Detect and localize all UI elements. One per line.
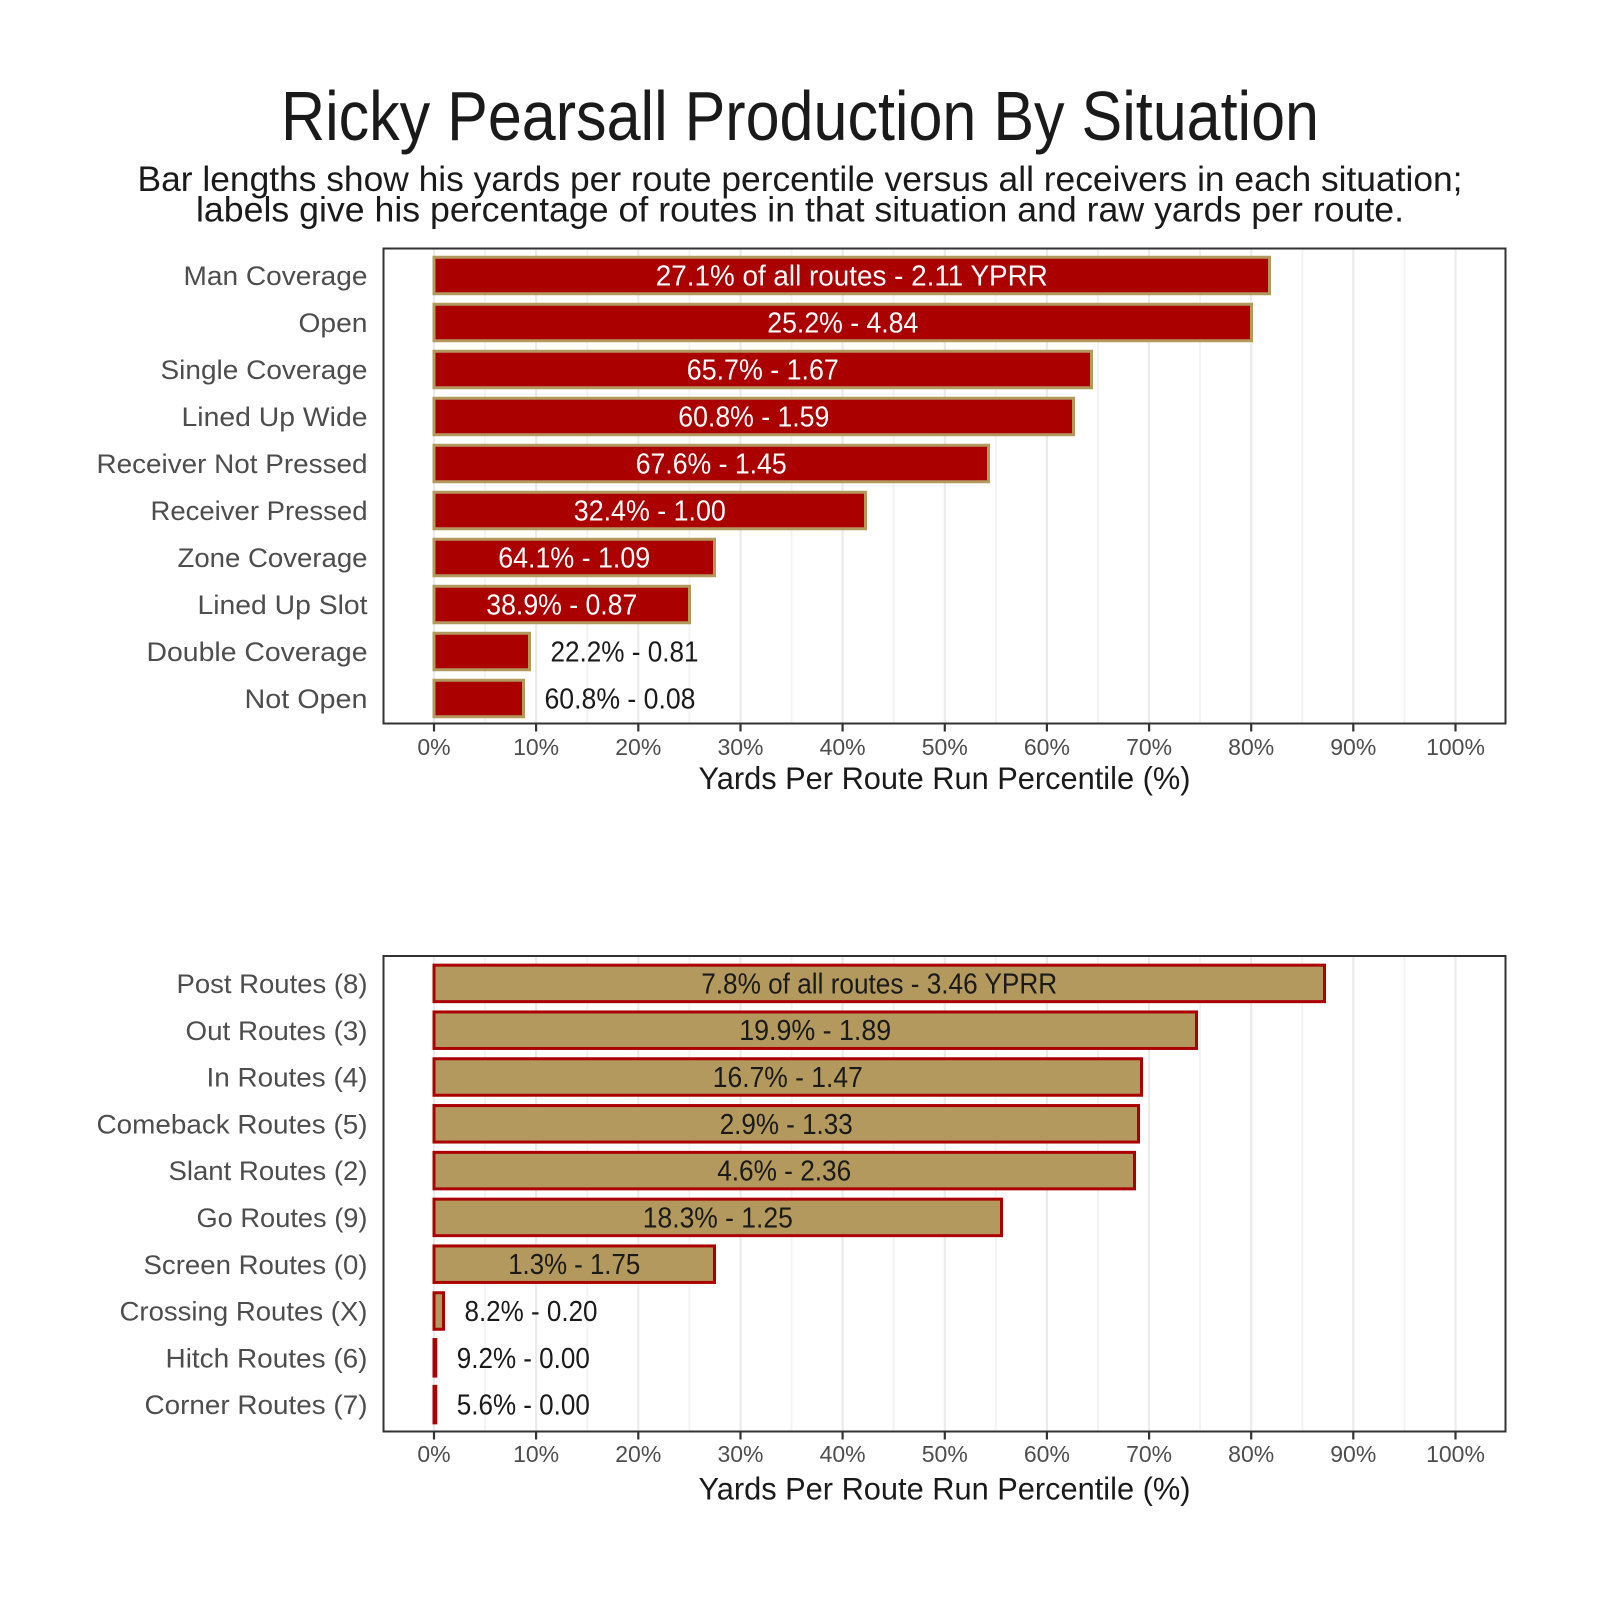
svg-text:32.4% - 1.00: 32.4% - 1.00 (574, 496, 726, 528)
svg-text:In Routes (4): In Routes (4) (207, 1063, 368, 1093)
svg-text:Open: Open (299, 308, 368, 338)
svg-text:67.6% - 1.45: 67.6% - 1.45 (636, 449, 787, 481)
svg-text:Double Coverage: Double Coverage (147, 637, 368, 667)
svg-text:27.1% of all routes - 2.11 YPR: 27.1% of all routes - 2.11 YPRR (656, 261, 1048, 293)
svg-text:90%: 90% (1330, 734, 1376, 760)
svg-text:40%: 40% (820, 734, 866, 760)
svg-text:16.7% - 1.47: 16.7% - 1.47 (713, 1062, 863, 1094)
svg-text:80%: 80% (1228, 734, 1274, 760)
svg-text:80%: 80% (1228, 1441, 1274, 1467)
svg-text:Lined Up Wide: Lined Up Wide (182, 402, 368, 432)
svg-text:38.9% - 0.87: 38.9% - 0.87 (486, 590, 637, 622)
svg-text:20%: 20% (615, 734, 661, 760)
svg-text:70%: 70% (1126, 734, 1172, 760)
svg-text:60.8% - 0.08: 60.8% - 0.08 (545, 684, 696, 716)
svg-text:4.6% - 2.36: 4.6% - 2.36 (717, 1156, 851, 1188)
svg-text:60%: 60% (1024, 1441, 1070, 1467)
svg-text:0%: 0% (417, 734, 450, 760)
svg-text:100%: 100% (1426, 1441, 1485, 1467)
svg-text:90%: 90% (1330, 1441, 1376, 1467)
svg-text:0%: 0% (417, 1441, 450, 1467)
svg-text:Ricky Pearsall Production By S: Ricky Pearsall Production By Situation (281, 77, 1319, 155)
svg-text:20%: 20% (615, 1441, 661, 1467)
svg-text:50%: 50% (922, 1441, 968, 1467)
svg-text:22.2% - 0.81: 22.2% - 0.81 (551, 637, 699, 669)
svg-text:Not Open: Not Open (245, 684, 368, 714)
svg-text:9.2% - 0.00: 9.2% - 0.00 (457, 1343, 590, 1375)
svg-text:100%: 100% (1426, 734, 1485, 760)
svg-text:60.8% - 1.59: 60.8% - 1.59 (678, 402, 829, 434)
svg-text:25.2% - 4.84: 25.2% - 4.84 (767, 308, 918, 340)
svg-text:30%: 30% (717, 734, 763, 760)
svg-text:65.7% - 1.67: 65.7% - 1.67 (687, 355, 839, 387)
svg-text:Yards Per Route Run Percentile: Yards Per Route Run Percentile (%) (699, 1471, 1191, 1507)
svg-text:Go Routes (9): Go Routes (9) (197, 1203, 368, 1233)
svg-text:Screen Routes (0): Screen Routes (0) (144, 1250, 368, 1280)
svg-text:Crossing Routes (X): Crossing Routes (X) (120, 1297, 368, 1327)
svg-text:Slant Routes (2): Slant Routes (2) (169, 1156, 368, 1186)
svg-text:10%: 10% (513, 734, 559, 760)
svg-text:Hitch Routes (6): Hitch Routes (6) (166, 1343, 368, 1373)
svg-text:30%: 30% (717, 1441, 763, 1467)
svg-text:labels give his percentage of: labels give his percentage of routes in … (196, 191, 1404, 230)
svg-text:18.3% - 1.25: 18.3% - 1.25 (643, 1202, 793, 1234)
svg-text:Comeback Routes (5): Comeback Routes (5) (97, 1109, 368, 1139)
svg-text:64.1% - 1.09: 64.1% - 1.09 (498, 543, 650, 575)
svg-text:10%: 10% (513, 1441, 559, 1467)
svg-text:Receiver Pressed: Receiver Pressed (151, 496, 368, 526)
svg-text:Lined Up Slot: Lined Up Slot (198, 590, 369, 620)
svg-text:19.9% - 1.89: 19.9% - 1.89 (739, 1015, 891, 1047)
svg-text:Out Routes (3): Out Routes (3) (186, 1016, 368, 1046)
svg-text:5.6% - 0.00: 5.6% - 0.00 (457, 1390, 590, 1422)
svg-text:Man Coverage: Man Coverage (184, 261, 368, 291)
svg-text:1.3% - 1.75: 1.3% - 1.75 (508, 1249, 640, 1281)
svg-text:7.8% of all routes - 3.46 YPRR: 7.8% of all routes - 3.46 YPRR (701, 968, 1057, 1000)
svg-text:Bar lengths show his yards per: Bar lengths show his yards per route per… (138, 160, 1463, 199)
svg-text:40%: 40% (820, 1441, 866, 1467)
svg-text:70%: 70% (1126, 1441, 1172, 1467)
svg-text:2.9% - 1.33: 2.9% - 1.33 (720, 1109, 853, 1141)
svg-text:Post Routes (8): Post Routes (8) (177, 969, 368, 999)
svg-text:Yards Per Route Run Percentile: Yards Per Route Run Percentile (%) (699, 760, 1191, 796)
svg-text:60%: 60% (1024, 734, 1070, 760)
svg-text:Receiver Not Pressed: Receiver Not Pressed (97, 449, 368, 479)
svg-text:Zone Coverage: Zone Coverage (178, 543, 368, 573)
svg-text:Corner Routes (7): Corner Routes (7) (145, 1390, 368, 1420)
svg-text:Single Coverage: Single Coverage (161, 355, 368, 385)
svg-text:50%: 50% (922, 734, 968, 760)
svg-text:8.2% - 0.20: 8.2% - 0.20 (465, 1296, 598, 1328)
